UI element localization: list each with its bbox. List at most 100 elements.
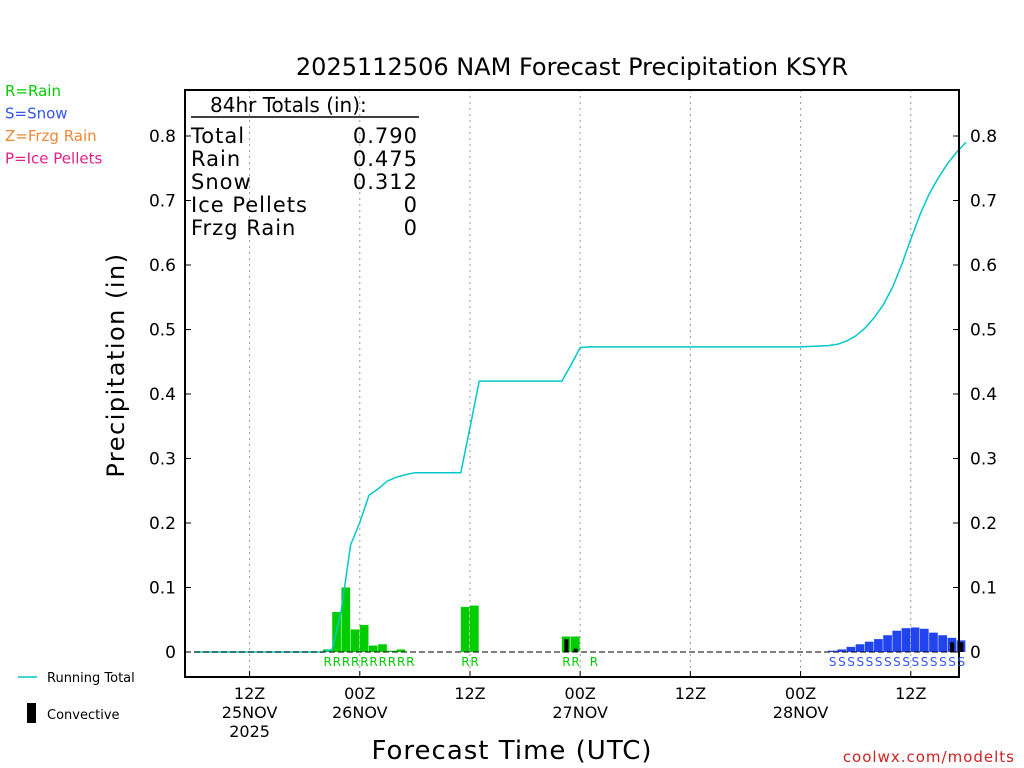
snow-bar [864,641,874,652]
convective-legend-swatch [27,703,36,723]
y-tick-label-left: 0.4 [149,385,176,405]
convective-bar [564,639,569,652]
plot-frame [184,89,960,678]
totals-row-label: Ice Pellets [191,193,308,217]
snow-bar [919,628,929,652]
x-tick-label: 28NOV [773,703,829,722]
y-axis-label: Precipitation (in) [102,252,130,477]
chart-title: 2025112506 NAM Forecast Precipitation KS… [296,53,848,81]
x-tick-label: 26NOV [332,703,388,722]
ptype-label: R [323,655,331,669]
running-total-line [194,141,967,653]
y-tick-label-right: 0.4 [970,385,997,405]
totals-row-label: Snow [191,170,252,194]
y-tick-label-left: 0 [165,643,176,663]
ptype-label: R [351,655,359,669]
y-tick-label-right: 0.8 [970,127,997,147]
rain-bar [350,629,360,652]
snow-bar [910,627,920,652]
ptype-label: R [571,655,579,669]
ptype-label: S [939,655,947,669]
ptype-label: R [379,655,387,669]
snow-bar [901,628,911,652]
snow-bar [855,644,865,652]
y-tick-label-left: 0.5 [149,321,176,341]
rain-bar [460,606,470,652]
snow-bar [874,639,883,652]
x-tick-label: 12Z [234,684,265,703]
ptype-label: S [948,655,956,669]
ptype-label: R [470,655,478,669]
convective-bar [959,642,964,652]
ptype-label: R [562,655,570,669]
ptype-legend-entry: Z=Frzg Rain [5,127,97,145]
ptype-label: S [875,655,883,669]
totals-rows: Total 0.790 Rain 0.475 Snow 0.312 Ice Pellets 0… [190,124,418,240]
y-tick-label-right: 0.6 [970,256,997,276]
bottom-legend: Running Total Convective [18,671,135,723]
rain-bar [387,650,397,652]
x-tick-label: 00Z [344,684,375,703]
ptype-label: R [333,655,341,669]
ptype-label: S [856,655,864,669]
snow-bar [883,635,892,652]
y-tick-label-right: 0.7 [970,192,997,212]
ptype-label: R [388,655,396,669]
totals-row-value: 0.790 [353,124,418,148]
x-tick-label: 00Z [785,684,816,703]
ptype-legend-entry: P=Ice Pellets [5,150,102,168]
rain-bar [341,587,351,652]
totals-row-label: Total [190,124,245,148]
snow-bar [846,646,856,652]
gridlines [249,90,912,677]
x-tick-label: 12Z [454,684,485,703]
snow-bar [938,635,948,652]
ptype-label: S [847,655,855,669]
ptype-legend-entry: R=Rain [5,82,61,100]
totals-box: 84hr Totals (in): Total 0.790 Rain 0.475 Sno… [190,93,419,240]
watermark: coolwx.com/modelts [843,748,1015,766]
ptype-label: S [838,655,846,669]
y-axis: 0 00.1 0.10.2 0.20.3 0.30.4 0.40.5 0.50.6 0.60.… [149,127,997,663]
rain-bar [368,645,378,652]
y-tick-label-right: 0 [970,643,981,663]
y-tick-label-right: 0.3 [970,450,997,470]
totals-header: 84hr Totals (in): [210,93,367,117]
y-tick-label-left: 0.1 [149,579,176,599]
precip-type-legend: R=Rain S=Snow Z=Frzg Rain P=Ice Pellets [5,82,102,168]
ptype-legend-entry: S=Snow [5,105,68,123]
ptype-label: S [930,655,938,669]
x-tick-label: 2025 [229,722,270,741]
convective-bar [950,642,955,652]
precip-bars [323,587,966,652]
totals-row-value: 0.312 [353,170,418,194]
ptype-label: R [397,655,405,669]
convective-legend-label: Convective [47,708,120,723]
rain-bar [469,605,479,652]
ptype-label: R [342,655,350,669]
x-axis-label: Forecast Time (UTC) [371,736,652,766]
y-tick-label-right: 0.2 [970,514,997,534]
ptype-label: S [866,655,874,669]
y-tick-label-right: 0.1 [970,579,997,599]
running-total-legend-label: Running Total [47,671,135,686]
snow-bar [828,650,837,652]
ptype-label: R [406,655,414,669]
y-tick-label-left: 0.2 [149,514,176,534]
y-tick-label-left: 0.3 [149,450,176,470]
totals-row-value: 0 [404,216,418,240]
rain-bar [571,636,580,652]
ptype-label: S [912,655,920,669]
ptype-label: S [921,655,929,669]
x-tick-label: 12Z [895,684,926,703]
ptype-label: S [957,655,965,669]
ptype-label: R [369,655,377,669]
y-tick-label-right: 0.5 [970,321,997,341]
ptype-label: S [884,655,892,669]
snow-bar [837,649,846,652]
ptype-label: R [590,655,598,669]
totals-row-value: 0.475 [353,147,418,171]
convective-bar [573,648,578,652]
